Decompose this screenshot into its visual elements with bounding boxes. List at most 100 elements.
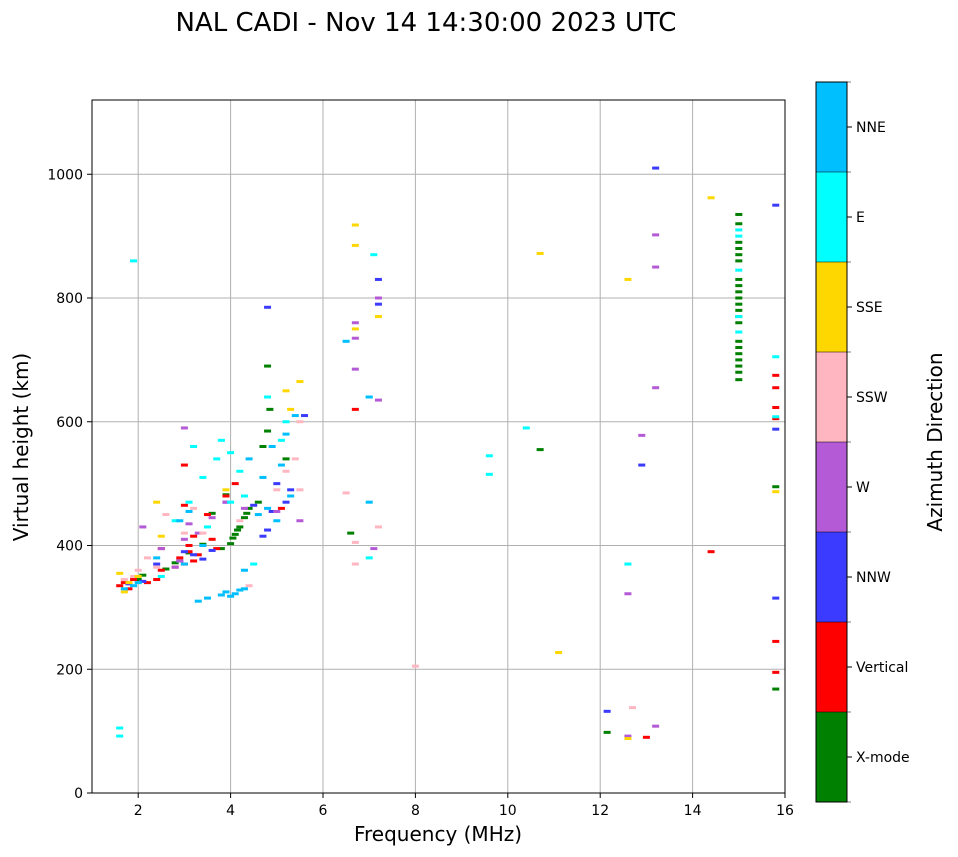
data-point-x-mode <box>735 378 743 382</box>
data-point-vertical <box>772 373 780 377</box>
data-point-nne <box>180 562 188 566</box>
data-point-vertical <box>772 386 780 390</box>
colorbar-title: Azimuth Direction <box>923 352 947 531</box>
data-point-x-mode <box>139 573 147 577</box>
data-point-vertical <box>180 463 188 467</box>
data-point-sse <box>351 327 359 331</box>
data-point-x-mode <box>264 429 272 433</box>
colorbar: X-mode Vertical NNW W SSW SSE E NNE <box>816 81 910 803</box>
data-point-vertical <box>180 503 188 507</box>
x-tick-label: 16 <box>776 803 794 819</box>
data-point-vertical <box>213 547 221 551</box>
data-point-vertical <box>204 513 211 517</box>
data-point-w <box>157 547 165 551</box>
data-point-e <box>277 438 285 442</box>
data-point-e <box>199 475 207 479</box>
data-point-nne <box>282 432 290 436</box>
data-point-nnw <box>287 488 295 492</box>
data-point-nne <box>120 587 128 591</box>
data-point-e <box>250 562 258 566</box>
data-point-e <box>240 494 248 498</box>
data-point-ssw <box>180 531 188 535</box>
data-point-w <box>176 559 184 563</box>
data-point-w <box>652 233 660 237</box>
data-point-ssw <box>162 513 170 517</box>
data-point-vertical <box>772 670 780 674</box>
data-point-nnw <box>199 557 207 561</box>
data-point-x-mode <box>735 364 743 368</box>
data-point-vertical <box>707 550 715 554</box>
colorbar-swatch-nnw <box>816 532 847 622</box>
data-point-sse <box>120 590 128 594</box>
data-point-vertical <box>190 559 198 563</box>
data-point-nne <box>365 500 373 504</box>
colorbar-frame <box>815 81 848 803</box>
data-point-e <box>370 253 378 257</box>
data-point-ssw <box>282 469 290 473</box>
x-tick-label: 12 <box>591 803 609 819</box>
x-tick-label: 6 <box>319 803 328 819</box>
data-point-x-mode <box>735 259 743 263</box>
data-point-vertical <box>143 581 151 585</box>
data-point-sse <box>282 389 290 393</box>
data-point-vertical <box>194 553 202 557</box>
data-point-x-mode <box>217 547 225 551</box>
data-point-x-mode <box>259 445 267 448</box>
data-point-e <box>624 562 632 566</box>
data-point-ssw <box>296 488 304 492</box>
colorbar-label-nne: NNE <box>856 120 886 136</box>
data-point-sse <box>125 581 133 585</box>
data-point-vertical <box>772 417 780 421</box>
data-point-e <box>171 519 179 523</box>
data-point-w <box>374 398 382 402</box>
data-point-nnw <box>208 548 216 552</box>
data-point-w <box>273 509 281 513</box>
data-point-ssw <box>236 519 244 523</box>
data-point-ssw <box>374 525 382 529</box>
colorbar-label-x-mode: X-mode <box>856 750 910 766</box>
data-point-nnw <box>374 302 382 306</box>
data-point-nnw <box>180 550 188 554</box>
data-point-e <box>227 500 235 504</box>
data-point-nne <box>365 395 373 399</box>
data-point-x-mode <box>243 511 251 515</box>
data-point-e <box>236 469 244 473</box>
data-point-nne <box>259 475 267 479</box>
data-point-x-mode <box>735 302 743 306</box>
colorbar-label-sse: SSE <box>856 300 883 316</box>
data-point-x-mode <box>536 448 544 452</box>
data-point-sse <box>351 243 359 247</box>
data-point-vertical <box>153 578 161 582</box>
data-point-nne <box>277 463 285 467</box>
data-point-nne <box>240 568 248 572</box>
data-point-x-mode <box>603 730 611 734</box>
data-point-sse <box>536 251 544 255</box>
data-point-sse <box>351 223 359 227</box>
data-point-w <box>180 426 188 430</box>
data-point-ssw <box>296 420 304 424</box>
data-point-e <box>772 415 780 419</box>
data-point-e <box>213 457 221 461</box>
data-point-w <box>370 547 378 551</box>
data-point-e <box>485 472 493 476</box>
data-point-vertical <box>125 587 133 591</box>
data-point-vertical <box>185 550 193 554</box>
data-point-w <box>222 500 230 504</box>
data-point-x-mode <box>264 364 272 368</box>
data-point-nnw <box>638 463 646 467</box>
data-point-nne <box>231 592 239 596</box>
data-point-e <box>772 355 780 359</box>
data-point-x-mode <box>347 531 355 535</box>
data-point-nnw <box>139 579 147 583</box>
data-point-vertical <box>642 735 650 739</box>
data-point-vertical <box>190 534 198 538</box>
data-point-nne <box>217 593 225 597</box>
data-point-vertical <box>157 568 165 572</box>
data-point-x-mode <box>735 352 743 356</box>
data-point-nne <box>245 457 253 461</box>
data-point-x-mode <box>236 525 244 529</box>
x-tick-label: 8 <box>411 803 420 819</box>
data-point-e <box>735 268 743 272</box>
data-point-x-mode <box>254 500 262 504</box>
